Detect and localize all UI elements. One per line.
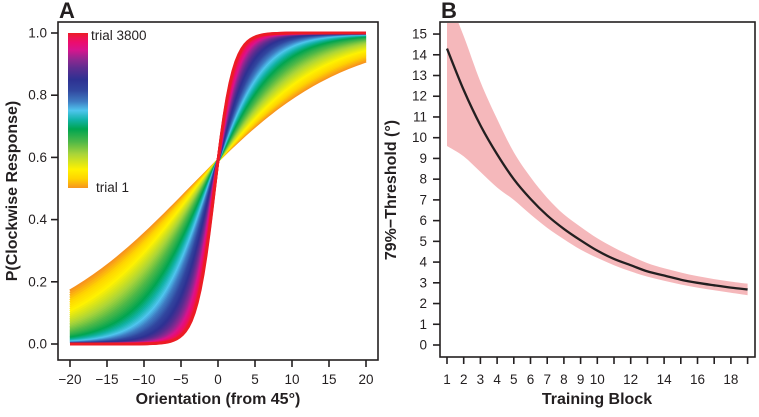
panel-a-y-axis-title: P(Clockwise Response) — [4, 101, 21, 282]
x-tick-label: −20 — [59, 372, 82, 387]
y-tick-label: 1.0 — [28, 26, 47, 41]
y-tick-label: 10 — [412, 130, 427, 145]
x-tick-label: 20 — [358, 372, 373, 387]
panel-b-curve-and-axes: 1 2 3 4 5 6 7 8 9 10 12 14 16 18012345678910111213141… — [412, 21, 756, 387]
psychometric-curve-family — [69, 31, 367, 346]
panel-b-letter: B — [441, 0, 457, 23]
colorbar-top-label: trial 3800 — [91, 28, 147, 43]
x-tick-label: 7 — [543, 372, 551, 387]
x-tick-label: 16 — [690, 372, 705, 387]
x-tick-label: 2 — [460, 372, 468, 387]
threshold-curve — [445, 48, 748, 291]
colorbar-bottom-label: trial 1 — [96, 180, 129, 195]
panel-a-letter: A — [59, 0, 75, 23]
y-tick-label: 6 — [419, 213, 427, 228]
panel-b-threshold-plot: 1 2 3 4 5 6 7 8 9 10 12 14 16 18012345678910111213141… — [383, 0, 756, 408]
x-tick-label: 4 — [493, 372, 501, 387]
x-tick-label: 10 — [590, 372, 605, 387]
x-tick-label: −5 — [173, 372, 188, 387]
y-tick-label: 5 — [419, 234, 427, 249]
x-tick-label: 0 — [214, 372, 222, 387]
y-tick-label: 8 — [419, 172, 427, 187]
panel-a-psychometric-plot: −20 −15 −10 −5 0 5 10 15 200.00.20.40.60.81.0 A … — [4, 0, 379, 408]
threshold-plot-area — [445, 23, 748, 296]
y-tick-label: 3 — [419, 275, 427, 290]
x-tick-label: 5 — [251, 372, 259, 387]
y-tick-label: 9 — [419, 151, 427, 166]
y-tick-label: 0.8 — [28, 88, 47, 103]
panel-a-x-axis-title: Orientation (from 45°) — [136, 391, 301, 408]
y-tick-label: 0.0 — [28, 337, 47, 352]
psychometric-curve — [70, 31, 366, 346]
y-tick-label: 13 — [412, 68, 427, 83]
y-tick-label: 14 — [412, 47, 428, 62]
panel-b-x-axis-title: Training Block — [542, 391, 652, 408]
trial-colorbar — [68, 33, 88, 188]
x-tick-label: 6 — [527, 372, 535, 387]
y-tick-label: 0.6 — [28, 150, 47, 165]
x-tick-label: 10 — [284, 372, 299, 387]
y-tick-label: 15 — [412, 27, 427, 42]
y-tick-label: 0 — [419, 338, 427, 353]
x-tick-label: 18 — [723, 372, 738, 387]
y-tick-label: 2 — [419, 296, 427, 311]
x-tick-label: 9 — [577, 372, 585, 387]
panel-a-curves-and-axes: −20 −15 −10 −5 0 5 10 15 20 0.0 0.2 0.4 0.6 0.8 1.0 — [28, 21, 379, 387]
y-tick-label: 0.4 — [28, 212, 47, 227]
x-tick-label: 14 — [657, 372, 673, 387]
psychometric-curve — [69, 58, 367, 295]
panel-b-plot-box — [439, 21, 756, 358]
panel-b-y-axis-title: 79%−Threshold (°) — [383, 120, 400, 260]
x-tick-label: 12 — [623, 372, 638, 387]
y-tick-label: 0.2 — [28, 274, 47, 289]
x-tick-label: 15 — [321, 372, 336, 387]
x-tick-label: 5 — [510, 372, 518, 387]
x-tick-label: −15 — [96, 372, 119, 387]
y-tick-label: 12 — [412, 89, 427, 104]
y-tick-label: 1 — [419, 317, 427, 332]
x-tick-label: −10 — [133, 372, 156, 387]
x-tick-label: 8 — [560, 372, 568, 387]
x-tick-label: 3 — [477, 372, 485, 387]
y-tick-label: 11 — [413, 109, 427, 124]
x-tick-label: 1 — [443, 372, 451, 387]
psychometric-curve — [69, 59, 367, 292]
y-tick-label: 7 — [419, 192, 427, 207]
confidence-band — [447, 23, 748, 296]
y-tick-label: 4 — [419, 255, 427, 270]
